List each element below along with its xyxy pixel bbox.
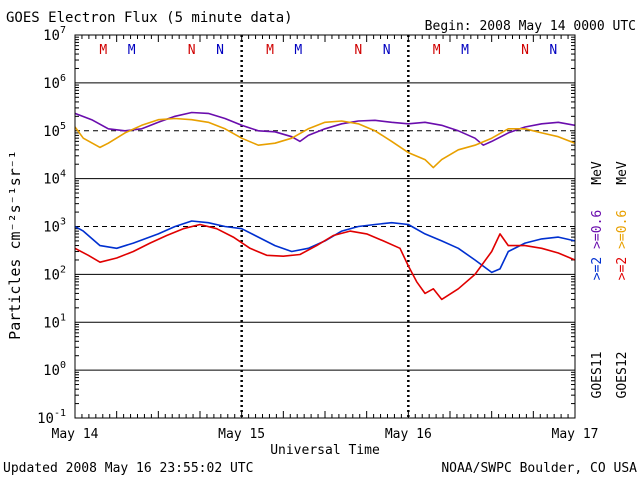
y-tick-base: 10	[43, 315, 60, 331]
y-tick-exponent: 0	[60, 360, 66, 371]
y-tick-label-4: 103	[43, 217, 66, 236]
legend-ge2-goes11: >=2	[590, 257, 605, 280]
marker-label-3: N	[216, 43, 224, 58]
y-tick-label-3: 104	[43, 169, 66, 188]
x-axis-tick-labels: May 14 May 15 May 16 May 17	[52, 427, 599, 442]
legend-unit-2: MeV	[615, 161, 630, 185]
legend-col2-energies: >=2 >=0.6	[615, 210, 630, 280]
legend-ge06-goes11: >=0.6	[590, 210, 605, 249]
y-tick-exponent: 4	[60, 169, 66, 180]
x-tick-label-2: May 16	[385, 427, 432, 442]
legend-goes11: GOES11	[590, 352, 605, 399]
y-tick-label-2: 105	[43, 121, 66, 140]
y-tick-exponent: 2	[60, 264, 66, 275]
y-tick-label-6: 101	[43, 312, 66, 331]
y-tick-exponent: -1	[54, 408, 66, 419]
series-line-3	[75, 223, 575, 301]
y-tick-base: 10	[37, 411, 54, 427]
y-tick-base: 10	[43, 172, 60, 188]
marker-label-1: M	[128, 43, 136, 58]
y-tick-label-7: 100	[43, 360, 66, 379]
footer-updated: Updated 2008 May 16 23:55:02 UTC	[3, 461, 253, 476]
legend-ge06-goes12: >=0.6	[615, 210, 630, 249]
series-layer	[75, 111, 575, 301]
y-tick-label-8: 10-1	[37, 408, 66, 427]
y-tick-exponent: 1	[60, 312, 66, 323]
marker-label-5: M	[294, 43, 302, 58]
series-line-0	[75, 111, 575, 146]
y-tick-label-0: 107	[43, 25, 66, 44]
marker-label-4: M	[266, 43, 274, 58]
y-axis-label: Particles cm⁻²s⁻¹sr⁻¹	[6, 150, 24, 340]
marker-label-10: N	[521, 43, 529, 58]
plot-frame	[74, 34, 576, 419]
series-line-1	[75, 117, 575, 169]
x-axis-label: Universal Time	[270, 443, 380, 458]
legend-goes12: GOES12	[615, 352, 630, 399]
footer-credit: NOAA/SWPC Boulder, CO USA	[441, 461, 637, 476]
x-tick-label-3: May 17	[552, 427, 599, 442]
legend-col1-energies: >=2 >=0.6	[590, 210, 605, 280]
legend-unit-1: MeV	[590, 161, 605, 185]
marker-label-6: N	[354, 43, 362, 58]
y-tick-exponent: 6	[60, 73, 66, 84]
y-tick-base: 10	[43, 363, 60, 379]
x-tick-label-1: May 15	[218, 427, 265, 442]
chart-title: GOES Electron Flux (5 minute data)	[6, 10, 293, 26]
y-tick-base: 10	[43, 220, 60, 236]
marker-label-9: M	[461, 43, 469, 58]
legend: GOES11 GOES12 >=2 >=0.6 >=2 >=0.6 MeV Me…	[590, 161, 630, 398]
begin-label: Begin: 2008 May 14 0000 UTC	[425, 19, 636, 34]
y-tick-exponent: 7	[60, 25, 66, 36]
marker-label-2: N	[188, 43, 196, 58]
marker-label-11: N	[549, 43, 557, 58]
legend-ge2-goes12: >=2	[615, 257, 630, 280]
y-tick-base: 10	[43, 124, 60, 140]
marker-label-0: M	[99, 43, 107, 58]
y-tick-label-5: 102	[43, 264, 66, 283]
marker-label-7: N	[383, 43, 391, 58]
y-tick-exponent: 3	[60, 217, 66, 228]
grid-layer	[75, 35, 575, 418]
y-tick-label-1: 106	[43, 73, 66, 92]
x-tick-label-0: May 14	[52, 427, 99, 442]
y-tick-base: 10	[43, 267, 60, 283]
y-tick-exponent: 5	[60, 121, 66, 132]
y-tick-base: 10	[43, 76, 60, 92]
y-tick-base: 10	[43, 28, 60, 44]
marker-label-8: M	[433, 43, 441, 58]
